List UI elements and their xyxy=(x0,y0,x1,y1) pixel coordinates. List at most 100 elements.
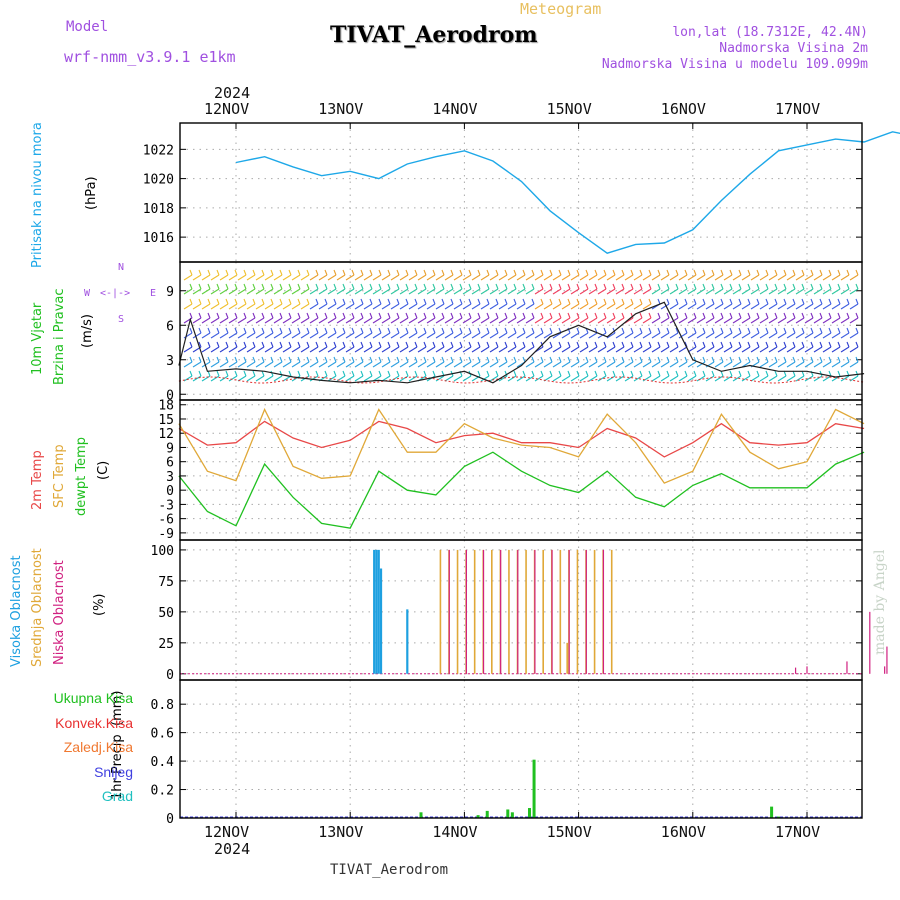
wind-barb-tick xyxy=(315,312,319,319)
wind-barb-tick xyxy=(792,298,796,305)
wind-barb-tick xyxy=(792,341,796,348)
wind-barb-tick xyxy=(585,356,589,363)
wind-barb xyxy=(561,332,571,339)
wind-barb-tick xyxy=(387,283,391,290)
wind-barb xyxy=(849,361,859,368)
wind-barb-tick xyxy=(819,356,823,363)
wind-barb xyxy=(408,303,418,310)
wind-barb xyxy=(372,317,382,324)
wind-barb-tick xyxy=(792,312,796,319)
wind-barb-tick xyxy=(522,283,526,290)
wind-barb-tick xyxy=(630,283,634,290)
wind-barb xyxy=(309,332,319,339)
wind-barb xyxy=(327,274,337,281)
wind-barb-tick xyxy=(639,283,643,290)
wind-barb-tick xyxy=(747,327,751,334)
wind-barb-tick xyxy=(747,269,751,276)
panel-frame-3 xyxy=(179,539,863,681)
wind-barb xyxy=(237,317,247,324)
wind-barb xyxy=(768,303,778,310)
wind-barb-tick xyxy=(459,283,463,290)
wind-barb xyxy=(840,317,850,324)
date-tick-label: 14NOV xyxy=(432,823,478,841)
wind-barb-tick xyxy=(405,341,409,348)
wind-barb-tick xyxy=(342,356,346,363)
wind-barb xyxy=(633,375,643,382)
wind-barb xyxy=(786,288,796,295)
wind-barb-tick xyxy=(765,356,769,363)
wind-barb xyxy=(210,317,220,324)
wind-barb xyxy=(507,317,517,324)
wind-barb xyxy=(246,332,256,339)
wind-barb xyxy=(516,288,526,295)
wind-barb-tick xyxy=(621,283,625,290)
wind-barb xyxy=(381,274,391,281)
wind-barb-tick xyxy=(774,327,778,334)
wind-barb xyxy=(705,317,715,324)
wind-barb-tick xyxy=(720,283,724,290)
wind-barb xyxy=(840,375,850,382)
wind-barb xyxy=(543,288,553,295)
wind-barb-tick xyxy=(504,327,508,334)
wind-barb xyxy=(291,332,301,339)
wind-barb xyxy=(597,317,607,324)
wind-barb xyxy=(507,361,517,368)
wind-barb xyxy=(507,274,517,281)
wind-barb xyxy=(804,288,814,295)
wind-barb xyxy=(651,332,661,339)
compass-s: S xyxy=(118,314,125,325)
wind-barb xyxy=(615,346,625,353)
wind-barb-tick xyxy=(846,356,850,363)
wind-barb-tick xyxy=(549,327,553,334)
wind-barb-tick xyxy=(198,269,202,276)
wind-barb xyxy=(678,274,688,281)
wind-barb-tick xyxy=(396,370,400,377)
wind-barb xyxy=(471,274,481,281)
wind-barb xyxy=(849,317,859,324)
wind-barb-tick xyxy=(855,269,859,276)
wind-barb-tick xyxy=(234,327,238,334)
wind-barb xyxy=(624,346,634,353)
wind-barb-tick xyxy=(621,298,625,305)
wind-barb-tick xyxy=(513,370,517,377)
wind-barb-tick xyxy=(468,269,472,276)
wind-barb xyxy=(552,332,562,339)
wind-barb-tick xyxy=(846,283,850,290)
wind-barb-tick xyxy=(207,327,211,334)
wind-barb-tick xyxy=(378,341,382,348)
wind-barb xyxy=(435,288,445,295)
ytick-label-1: 9 xyxy=(166,285,174,300)
wind-barb xyxy=(588,317,598,324)
wind-barb xyxy=(588,288,598,295)
wind-barb-tick xyxy=(351,298,355,305)
wind-barb xyxy=(444,375,454,382)
wind-barb-tick xyxy=(621,370,625,377)
elevation-label: Nadmorska Visina 2m xyxy=(719,41,868,56)
wind-barb xyxy=(498,361,508,368)
wind-barb xyxy=(273,288,283,295)
wind-barb-tick xyxy=(423,370,427,377)
wind-barb-tick xyxy=(801,298,805,305)
wind-barb-tick xyxy=(432,298,436,305)
wind-barb-tick xyxy=(639,341,643,348)
wind-barb xyxy=(291,346,301,353)
year-bottom: 2024 xyxy=(214,840,251,858)
wind-barb xyxy=(750,274,760,281)
wind-barb xyxy=(435,274,445,281)
wind-barb xyxy=(309,303,319,310)
wind-barb xyxy=(552,361,562,368)
wind-barb-tick xyxy=(432,370,436,377)
wind-barb xyxy=(516,332,526,339)
date-tick-label: 16NOV xyxy=(660,100,706,118)
wind-barb xyxy=(597,288,607,295)
wind-barb xyxy=(651,317,661,324)
wind-barb-tick xyxy=(531,269,535,276)
wind-barb xyxy=(777,332,787,339)
wind-barb-tick xyxy=(549,269,553,276)
wind-barb xyxy=(327,346,337,353)
wind-barb xyxy=(264,317,274,324)
wind-barb-tick xyxy=(756,341,760,348)
wind-barb xyxy=(840,303,850,310)
wind-barb xyxy=(417,317,427,324)
ytick-label-3: 100 xyxy=(151,544,174,559)
